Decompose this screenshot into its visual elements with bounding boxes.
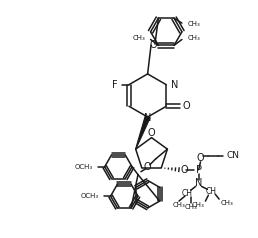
Text: O: O [182,101,190,111]
Text: CH₃: CH₃ [220,200,233,206]
Text: CH: CH [181,189,192,198]
Text: O: O [149,40,157,50]
Text: O: O [148,128,155,138]
Text: CH: CH [206,187,217,196]
Text: O: O [144,162,152,172]
Text: F: F [111,80,117,90]
Text: CH₃: CH₃ [188,21,200,27]
Text: OCH₃: OCH₃ [75,164,93,170]
Text: CH₃: CH₃ [133,35,146,41]
Text: O: O [180,165,188,175]
Text: N: N [171,80,179,90]
Text: O: O [197,153,204,163]
Text: CH₃: CH₃ [188,35,200,41]
Text: CH₃: CH₃ [173,202,185,208]
Text: OCH₃: OCH₃ [81,193,99,199]
Text: CH₃: CH₃ [184,204,197,210]
Text: P: P [196,165,201,175]
Text: CN: CN [226,152,239,160]
Text: CH₃: CH₃ [192,202,204,208]
Polygon shape [136,116,150,149]
Text: N: N [144,113,151,123]
Text: N: N [195,178,202,188]
